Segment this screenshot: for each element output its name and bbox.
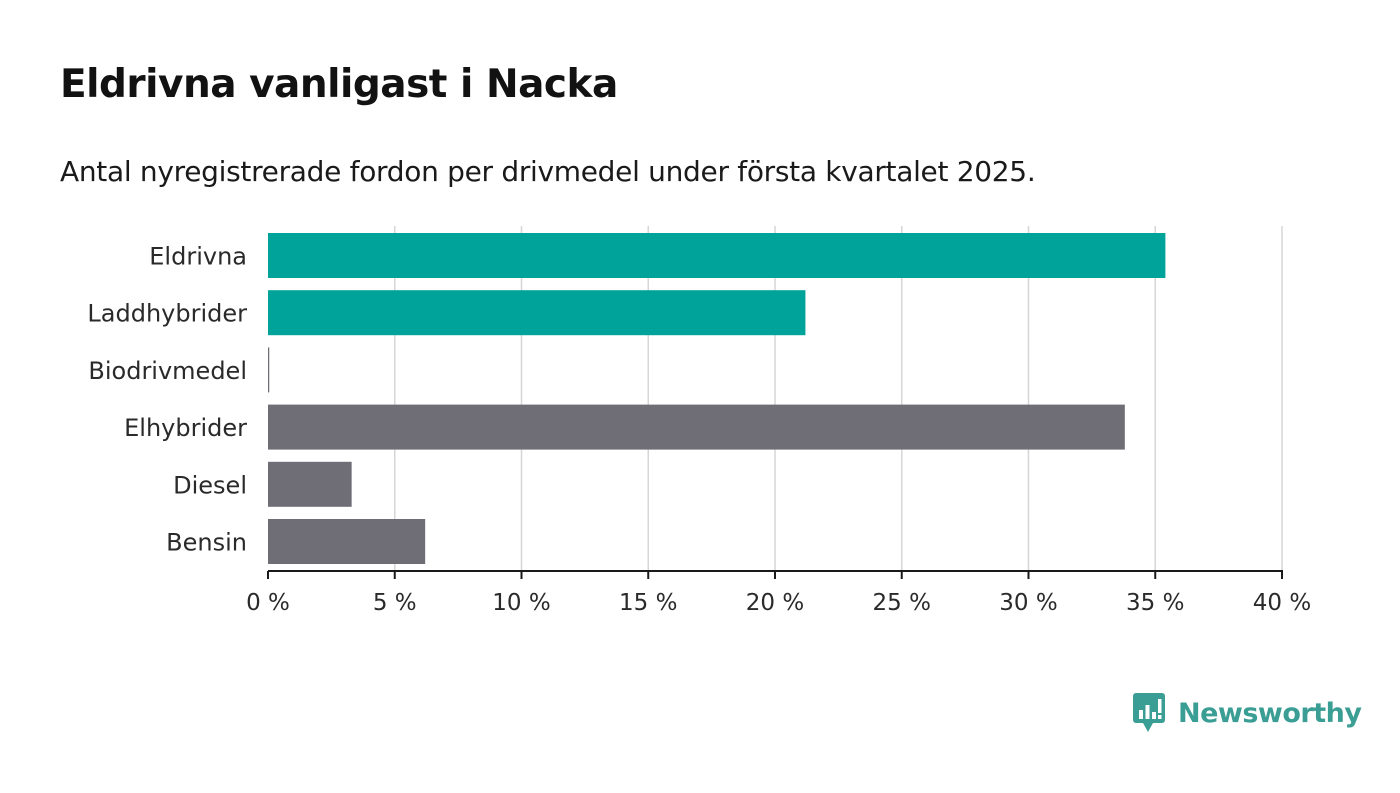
- x-tick-label: 0 %: [246, 590, 290, 616]
- category-label: Elhybrider: [124, 414, 247, 442]
- x-tick-label: 35 %: [1126, 590, 1184, 616]
- category-label: Diesel: [173, 471, 247, 499]
- bar-laddhybrider: [268, 290, 806, 336]
- category-label: Eldrivna: [149, 243, 247, 271]
- x-tick-label: 40 %: [1253, 590, 1311, 616]
- x-tick-label: 30 %: [999, 590, 1057, 616]
- bar-eldrivna: [268, 233, 1166, 278]
- x-tick-label: 15 %: [619, 590, 677, 616]
- x-tick-label: 10 %: [492, 590, 550, 616]
- x-tick-label: 25 %: [873, 590, 931, 616]
- category-label: Biodrivmedel: [88, 357, 247, 385]
- chart-subtitle: Antal nyregistrerade fordon per drivmede…: [60, 155, 1036, 188]
- newsworthy-logo-icon: [1133, 693, 1165, 732]
- chart-title: Eldrivna vanligast i Nacka: [60, 62, 618, 107]
- newsworthy-logo-text: Newsworthy: [1178, 697, 1362, 729]
- bar-elhybrider: [268, 404, 1125, 450]
- x-tick-label: 20 %: [746, 590, 804, 616]
- bar-bensin: [268, 519, 426, 564]
- category-label: Laddhybrider: [87, 300, 247, 328]
- category-label: Bensin: [166, 529, 247, 557]
- newsworthy-logo: Newsworthy: [1132, 692, 1362, 734]
- bar-diesel: [268, 461, 352, 507]
- x-tick-label: 5 %: [373, 590, 417, 616]
- bar-biodrivmedel: [268, 347, 270, 393]
